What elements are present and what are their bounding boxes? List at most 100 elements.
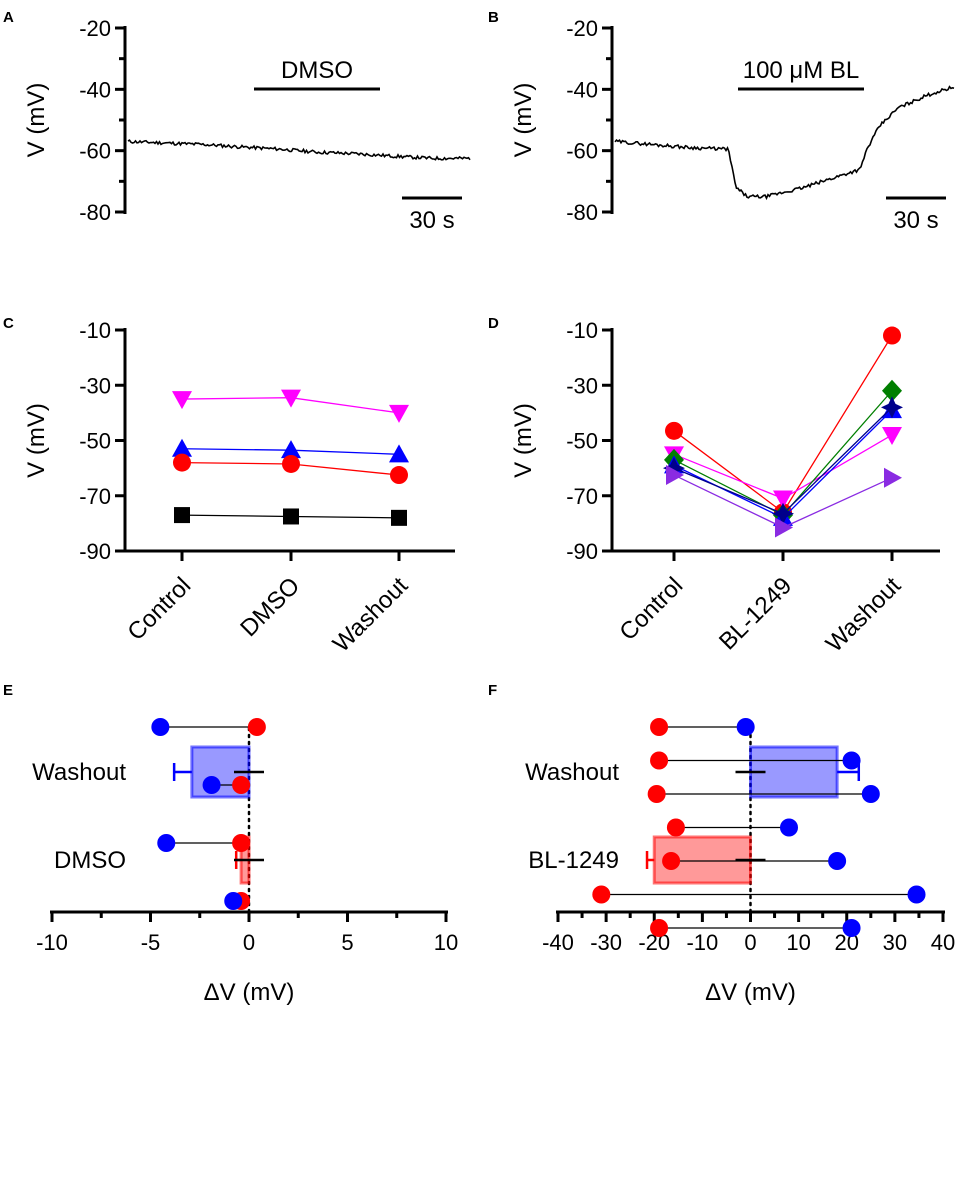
data-point-D-cell5 xyxy=(772,502,794,525)
data-point-D-cell2 xyxy=(882,426,902,445)
y-tick-label-D: -50 xyxy=(566,429,598,454)
y-tick-label-D: -70 xyxy=(566,484,598,509)
y-tick-label-A: -60 xyxy=(79,139,111,164)
y-axis-label-B: V (mV) xyxy=(510,83,537,158)
data-point-D-cell5 xyxy=(881,396,903,419)
paired-point-blue-F xyxy=(828,852,847,870)
paired-point-red-F xyxy=(647,785,666,803)
panel-label-A: A xyxy=(3,9,14,26)
voltage-trace-B xyxy=(614,85,955,201)
data-point-D-cell6 xyxy=(666,465,684,486)
data-point-C-cell1 xyxy=(281,389,301,408)
y-tick-label-A: -20 xyxy=(79,16,111,41)
paired-point-blue-F xyxy=(907,885,926,904)
panel-label-B: B xyxy=(488,9,499,26)
series-line-D-cell1 xyxy=(673,335,893,514)
y-tick-label-B: -40 xyxy=(566,77,598,102)
data-point-D-cell6 xyxy=(884,467,902,488)
x-tick-label-E: 5 xyxy=(341,930,353,955)
category-label-F-Washout: Washout xyxy=(525,759,619,786)
paired-point-red-F xyxy=(650,751,669,770)
x-tick-label-D: Control xyxy=(614,572,688,646)
paired-point-blue-F xyxy=(842,751,861,770)
x-tick-label-E: -5 xyxy=(141,930,161,955)
x-tick-label-D: Washout xyxy=(821,572,907,658)
paired-point-red-F xyxy=(666,818,685,837)
y-tick-label-C: -90 xyxy=(79,539,111,564)
paired-point-blue-F xyxy=(736,718,755,736)
data-point-C-cell3 xyxy=(282,454,300,473)
x-tick-label-F: -40 xyxy=(542,930,574,955)
category-label-F-BL-1249: BL-1249 xyxy=(528,847,619,874)
x-tick-label-F: 40 xyxy=(931,930,955,955)
y-axis-label-C: V (mV) xyxy=(23,403,50,478)
data-point-C-cell1 xyxy=(172,391,192,410)
paired-point-blue-E xyxy=(157,834,176,852)
data-point-D-cell5 xyxy=(663,457,685,480)
data-point-C-cell2 xyxy=(281,440,301,459)
y-tick-label-A: -80 xyxy=(79,200,111,225)
data-point-C-cell4 xyxy=(391,509,407,526)
scale-bar-label-A: 30 s xyxy=(409,207,454,234)
category-label-E-Washout: Washout xyxy=(32,759,126,786)
y-tick-label-C: -50 xyxy=(79,429,111,454)
paired-point-blue-F xyxy=(842,919,861,937)
category-label-E-DMSO: DMSO xyxy=(54,847,126,874)
scale-bar-label-B: 30 s xyxy=(893,207,938,234)
data-point-C-cell3 xyxy=(173,453,191,472)
y-tick-label-B: -20 xyxy=(566,16,598,41)
x-tick-label-D: BL-1249 xyxy=(714,572,797,655)
x-axis-label-F: ΔV (mV) xyxy=(705,979,796,1006)
x-tick-label-F: 0 xyxy=(744,930,756,955)
panel-label-E: E xyxy=(3,682,13,699)
data-point-D-cell2 xyxy=(773,490,793,509)
y-axis-label-A: V (mV) xyxy=(23,83,50,158)
x-tick-label-F: 10 xyxy=(786,930,810,955)
x-tick-label-F: -30 xyxy=(590,930,622,955)
voltage-trace-A xyxy=(127,139,471,161)
panel-label-D: D xyxy=(488,315,499,332)
paired-point-red-E xyxy=(247,718,266,736)
paired-point-blue-E xyxy=(202,776,221,794)
y-axis-label-D: V (mV) xyxy=(510,403,537,478)
paired-point-red-F xyxy=(650,919,669,937)
data-point-C-cell4 xyxy=(174,507,190,524)
data-point-C-cell2 xyxy=(172,438,192,457)
y-tick-label-D: -10 xyxy=(566,318,598,343)
y-tick-label-A: -40 xyxy=(79,77,111,102)
paired-point-red-F xyxy=(650,718,669,736)
panel-label-F: F xyxy=(488,682,497,699)
paired-point-red-F xyxy=(662,852,681,870)
y-tick-label-D: -90 xyxy=(566,539,598,564)
x-tick-label-C: Control xyxy=(122,572,196,646)
x-axis-label-E: ΔV (mV) xyxy=(204,979,295,1006)
x-tick-label-E: -10 xyxy=(36,930,68,955)
data-point-C-cell4 xyxy=(283,508,299,525)
paired-point-red-E xyxy=(232,776,251,794)
y-tick-label-C: -30 xyxy=(79,373,111,398)
paired-point-blue-F xyxy=(861,785,880,803)
x-tick-label-E: 0 xyxy=(243,930,255,955)
y-tick-label-D: -30 xyxy=(566,373,598,398)
data-point-C-cell1 xyxy=(389,404,409,423)
paired-point-red-E xyxy=(232,834,251,852)
data-point-D-cell1 xyxy=(883,326,901,345)
drug-label-B: 100 μM BL xyxy=(743,57,860,84)
panel-label-C: C xyxy=(3,315,14,332)
drug-label-A: DMSO xyxy=(281,57,353,84)
paired-point-blue-F xyxy=(780,818,798,837)
data-point-D-cell1 xyxy=(665,421,683,440)
paired-point-blue-E xyxy=(224,892,243,910)
y-tick-label-B: -60 xyxy=(566,139,598,164)
data-point-C-cell2 xyxy=(389,444,409,463)
x-tick-label-F: 30 xyxy=(883,930,907,955)
x-tick-label-F: -10 xyxy=(686,930,718,955)
series-line-D-cell2 xyxy=(673,434,893,500)
y-tick-label-B: -80 xyxy=(566,200,598,225)
paired-point-red-F xyxy=(592,885,611,904)
data-point-D-cell3 xyxy=(882,379,902,402)
paired-point-blue-E xyxy=(151,718,170,736)
data-point-D-cell6 xyxy=(775,517,793,538)
x-tick-label-E: 10 xyxy=(434,930,458,955)
